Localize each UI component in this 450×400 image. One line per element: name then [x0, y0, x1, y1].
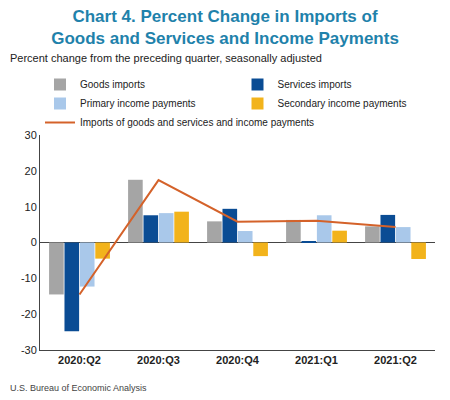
svg-text:Secondary income payments: Secondary income payments	[278, 98, 407, 109]
svg-text:2020:Q4: 2020:Q4	[216, 354, 260, 366]
svg-text:Services imports: Services imports	[278, 79, 352, 90]
svg-text:20: 20	[25, 165, 37, 177]
svg-text:-20: -20	[21, 308, 37, 320]
svg-text:2020:Q3: 2020:Q3	[137, 354, 180, 366]
svg-text:Percent change from the preced: Percent change from the preceding quarte…	[10, 52, 322, 64]
svg-text:Imports of goods and services: Imports of goods and services and income…	[80, 117, 314, 128]
svg-text:Primary income payments: Primary income payments	[80, 98, 196, 109]
svg-text:10: 10	[25, 201, 37, 213]
svg-text:0: 0	[31, 236, 37, 248]
svg-text:2020:Q2: 2020:Q2	[58, 354, 101, 366]
svg-text:2021:Q1: 2021:Q1	[295, 354, 338, 366]
svg-text:U.S. Bureau of Economic Analys: U.S. Bureau of Economic Analysis	[10, 383, 147, 393]
svg-text:Goods imports: Goods imports	[80, 79, 145, 90]
svg-text:Chart 4. Percent Change in Imp: Chart 4. Percent Change in Imports ofGoo…	[51, 7, 399, 48]
svg-text:2021:Q2: 2021:Q2	[374, 354, 417, 366]
svg-text:30: 30	[25, 129, 37, 141]
svg-text:-30: -30	[21, 344, 37, 356]
svg-text:-10: -10	[21, 272, 37, 284]
